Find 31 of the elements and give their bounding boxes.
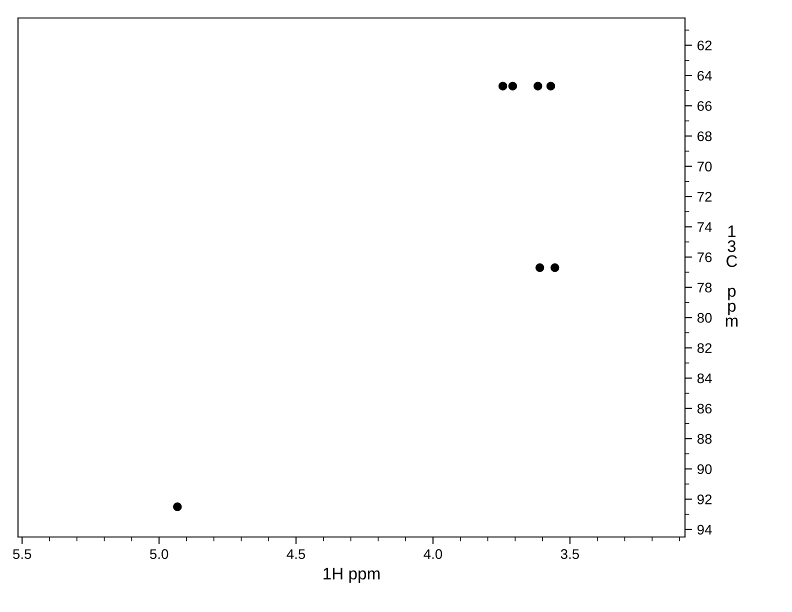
y-tick-label: 90 [697,464,712,474]
x-axis-title: 1H ppm [324,568,380,583]
y-tick-label: 88 [697,434,712,444]
y-tick-label: 84 [697,373,712,384]
x-tick-label: 4.0 [424,549,442,560]
y-tick-label: 94 [697,524,712,535]
x-tick-label: 4.5 [286,549,306,560]
x-tick-label: 5.0 [150,549,168,560]
text: 13C ppm [726,226,738,327]
y-tick-label: 76 [698,252,712,262]
point [508,82,518,90]
y-tick-label: 78 [698,282,712,293]
point [498,82,508,90]
x-tick-label: 3.5 [560,549,580,560]
y-tick-label: 72 [698,192,712,202]
y-tick-label: 86 [697,404,712,414]
y-tick-label: 64 [698,70,712,81]
y-tick-label: 68 [698,131,712,142]
y-tick-label: 74 [698,222,712,232]
point [535,263,544,272]
y-tick-label: 70 [698,162,712,172]
y-tick-label: 82 [697,343,712,354]
y-tick-label: 92 [697,494,712,504]
y-tick-label: 66 [698,101,712,111]
point [534,82,542,90]
point [546,82,556,90]
point [550,263,560,272]
point [173,502,182,512]
y-tick-label: 80 [697,312,712,323]
y-tick-label: 62 [698,40,712,50]
x-tick-label: 5.5 [13,549,32,560]
